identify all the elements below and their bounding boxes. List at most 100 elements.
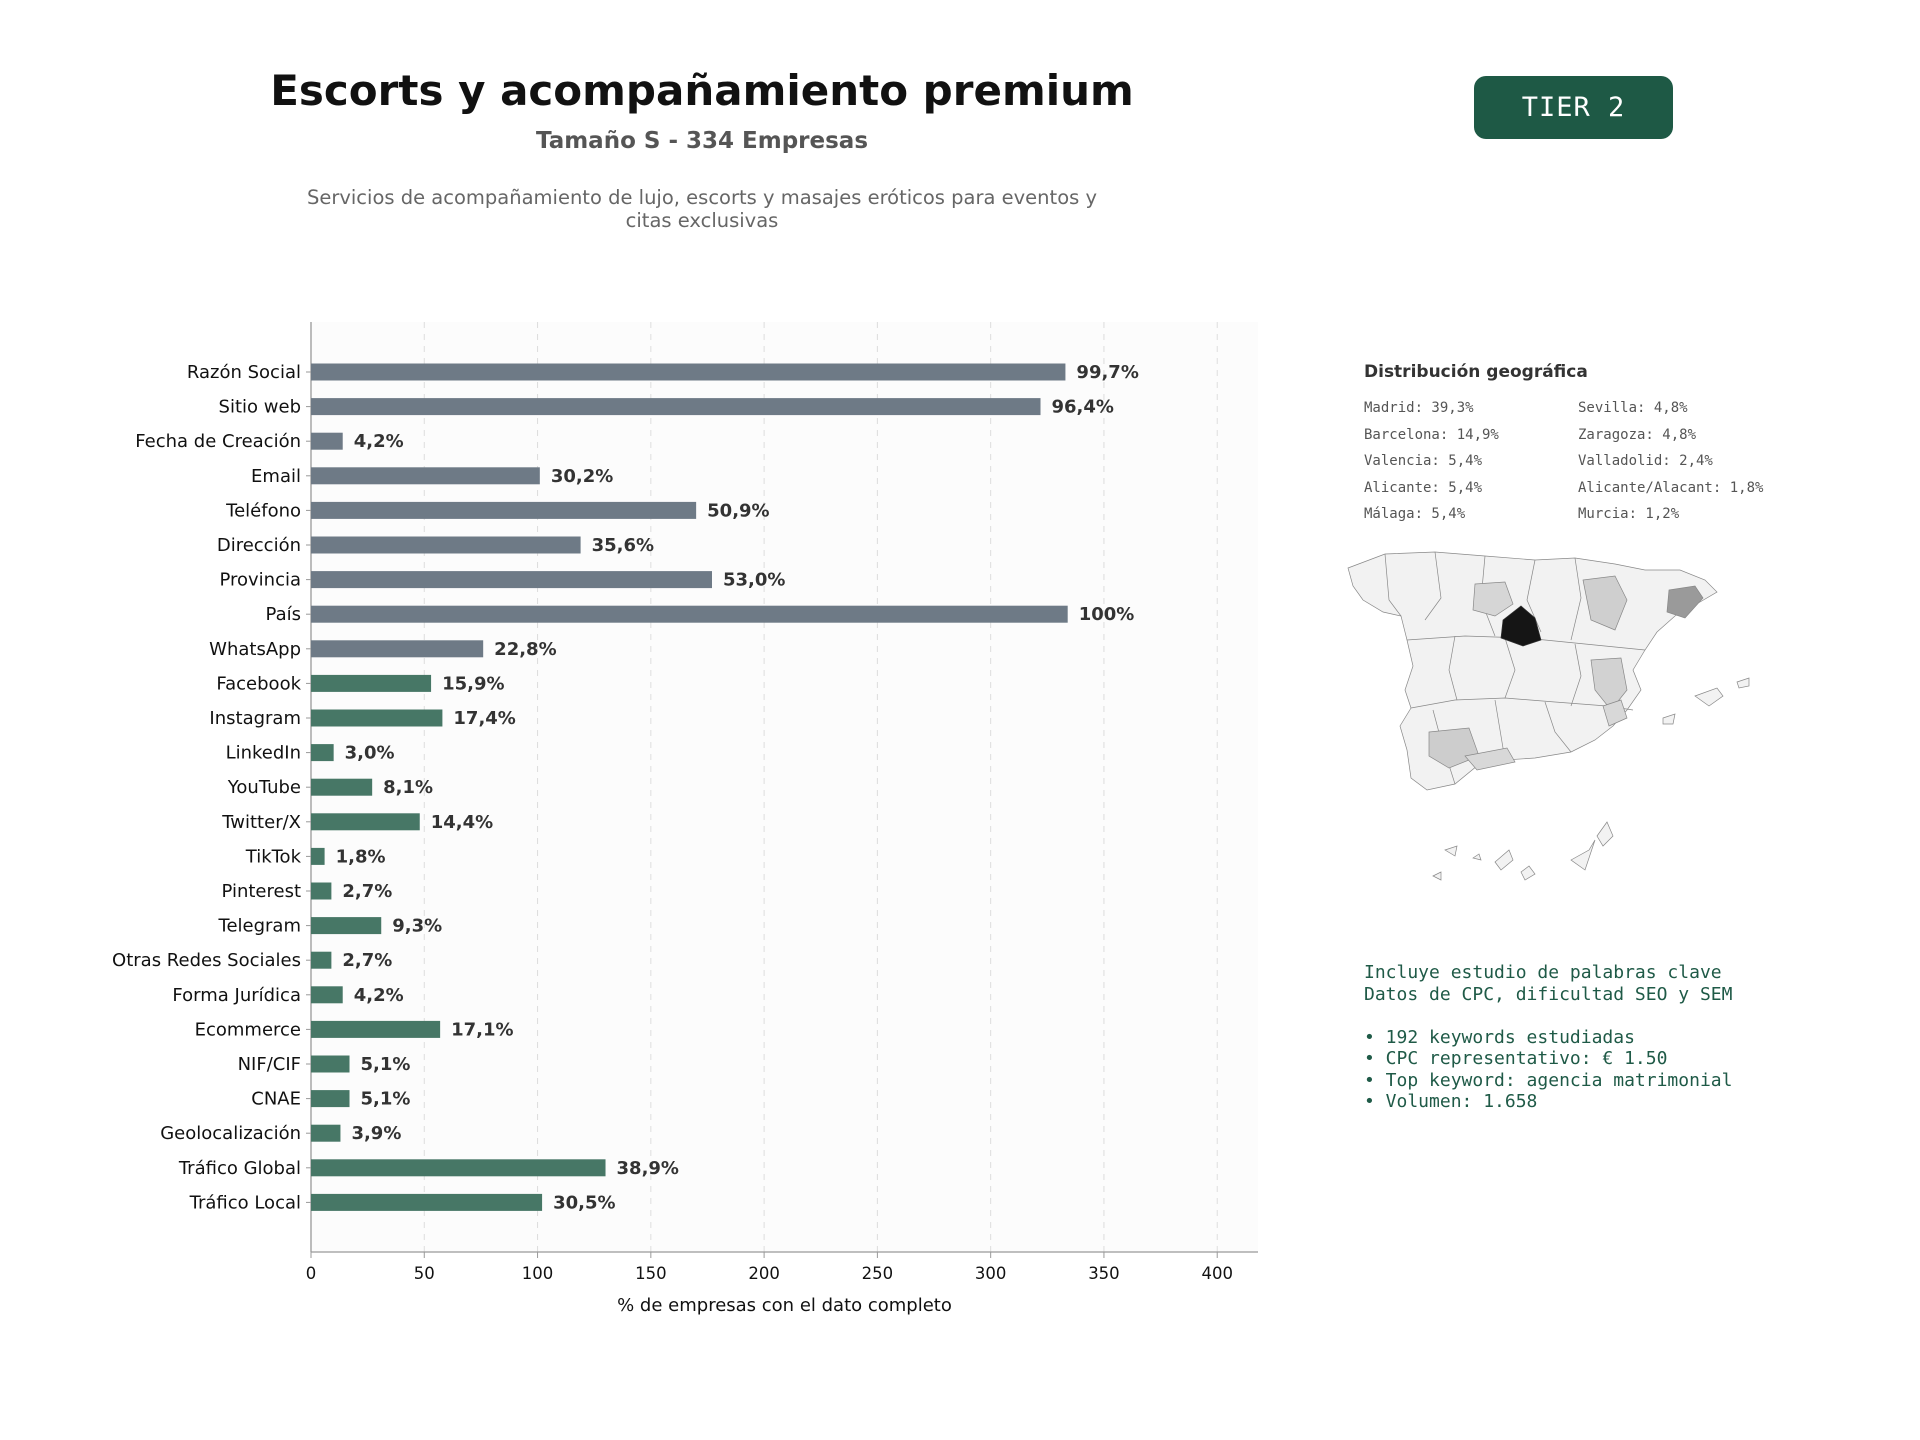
value-label: 4,2% xyxy=(354,431,404,452)
category-label: Instagram xyxy=(209,708,301,729)
bar xyxy=(311,1020,441,1038)
geo-item: Valencia: 5,4% xyxy=(1364,453,1483,469)
bar xyxy=(311,813,420,831)
bar xyxy=(311,1090,350,1108)
bar xyxy=(311,1159,606,1177)
category-label: Twitter/X xyxy=(221,812,301,833)
bar xyxy=(311,778,373,796)
x-tick-label: 50 xyxy=(414,1264,435,1283)
page-title: Escorts y acompañamiento premium xyxy=(270,66,1134,115)
category-label: Dirección xyxy=(217,535,301,556)
value-label: 35,6% xyxy=(592,535,654,556)
bar xyxy=(311,917,382,935)
category-label: Geolocalización xyxy=(160,1123,301,1144)
value-label: 4,2% xyxy=(354,985,404,1006)
bar xyxy=(311,1193,543,1211)
keywords-intro-line1: Incluye estudio de palabras clave xyxy=(1364,962,1722,983)
category-label: NIF/CIF xyxy=(238,1054,301,1075)
keywords-info: Incluye estudio de palabras clave Datos d… xyxy=(1364,962,1732,1113)
value-label: 100% xyxy=(1079,604,1135,625)
bar xyxy=(311,571,713,589)
x-tick-label: 400 xyxy=(1201,1264,1233,1283)
value-label: 96,4% xyxy=(1052,397,1114,418)
category-label: Razón Social xyxy=(187,362,301,383)
category-label: Fecha de Creación xyxy=(135,431,301,452)
category-label: Facebook xyxy=(216,673,301,694)
geo-item: Málaga: 5,4% xyxy=(1364,506,1466,522)
map-region-malaga xyxy=(1464,747,1516,771)
category-label: Teléfono xyxy=(225,500,301,521)
x-tick-label: 150 xyxy=(635,1264,667,1283)
category-label: TikTok xyxy=(245,846,302,867)
value-label: 8,1% xyxy=(383,777,433,798)
category-label: País xyxy=(266,604,301,625)
geo-item: Sevilla: 4,8% xyxy=(1578,400,1688,416)
value-label: 17,4% xyxy=(453,708,515,729)
x-tick-label: 250 xyxy=(862,1264,894,1283)
bar xyxy=(311,951,332,969)
map-region-madrid xyxy=(1500,605,1542,647)
keywords-bullet: • CPC representativo: € 1.50 xyxy=(1364,1048,1668,1069)
geo-item: Madrid: 39,3% xyxy=(1364,400,1474,416)
category-label: Ecommerce xyxy=(195,1019,301,1040)
value-label: 30,2% xyxy=(551,466,613,487)
category-label: Provincia xyxy=(219,570,301,591)
value-label: 17,1% xyxy=(451,1019,513,1040)
x-tick-label: 100 xyxy=(522,1264,554,1283)
geo-item: Zaragoza: 4,8% xyxy=(1578,426,1697,443)
bar xyxy=(311,467,540,485)
map-mainland xyxy=(1347,551,1718,791)
geo-item: Alicante/Alacant: 1,8% xyxy=(1578,479,1764,496)
page-description: Servicios de acompañamiento de lujo, esc… xyxy=(306,186,1098,232)
value-label: 3,0% xyxy=(345,743,395,764)
geo-title: Distribución geográfica xyxy=(1364,362,1588,382)
bar xyxy=(311,1055,350,1073)
bar xyxy=(311,882,332,900)
value-label: 53,0% xyxy=(723,570,785,591)
keywords-bullet: • 192 keywords estudiadas xyxy=(1364,1026,1635,1048)
category-label: Otras Redes Sociales xyxy=(112,950,301,971)
bar xyxy=(311,847,325,865)
value-label: 2,7% xyxy=(342,950,392,971)
category-label: Email xyxy=(251,466,301,487)
value-label: 15,9% xyxy=(442,673,504,694)
x-tick-label: 200 xyxy=(748,1264,780,1283)
bar xyxy=(311,709,443,727)
value-label: 14,4% xyxy=(431,812,493,833)
value-label: 50,9% xyxy=(707,500,769,521)
page-subtitle: Tamaño S - 334 Empresas xyxy=(535,128,869,154)
bar xyxy=(311,744,334,762)
category-label: Sitio web xyxy=(219,397,301,418)
category-label: Pinterest xyxy=(221,881,301,902)
geo-item: Murcia: 1,2% xyxy=(1578,506,1680,522)
category-label: Forma Jurídica xyxy=(172,985,301,1006)
bar xyxy=(311,640,484,658)
bar xyxy=(311,605,1068,623)
category-label: LinkedIn xyxy=(226,743,301,764)
bar xyxy=(311,398,1041,416)
value-label: 5,1% xyxy=(361,1054,411,1075)
spain-map-image xyxy=(1347,551,1750,881)
value-label: 3,9% xyxy=(351,1123,401,1144)
spain-map xyxy=(1345,540,1850,905)
bar xyxy=(311,536,581,554)
map-balearic-islands xyxy=(1662,677,1750,725)
category-label: CNAE xyxy=(251,1089,301,1110)
bar xyxy=(311,501,697,519)
value-label: 9,3% xyxy=(392,916,442,937)
value-label: 22,8% xyxy=(494,639,556,660)
map-region-barcelona xyxy=(1666,585,1704,619)
keywords-bullet: • Volumen: 1.658 xyxy=(1364,1091,1538,1112)
keywords-bullet: • Top keyword: agencia matrimonial xyxy=(1364,1069,1733,1091)
map-canary-islands xyxy=(1432,821,1614,881)
bar xyxy=(311,363,1066,381)
x-tick-label: 350 xyxy=(1088,1264,1120,1283)
bar xyxy=(311,986,343,1004)
map-region-valencia xyxy=(1590,657,1628,711)
value-label: 99,7% xyxy=(1076,362,1138,383)
x-tick-label: 300 xyxy=(975,1264,1007,1283)
map-region-alicante xyxy=(1602,699,1628,727)
keywords-intro-line2: Datos de CPC, dificultad SEO y SEM xyxy=(1364,983,1733,1005)
plot-area xyxy=(311,322,1258,1252)
